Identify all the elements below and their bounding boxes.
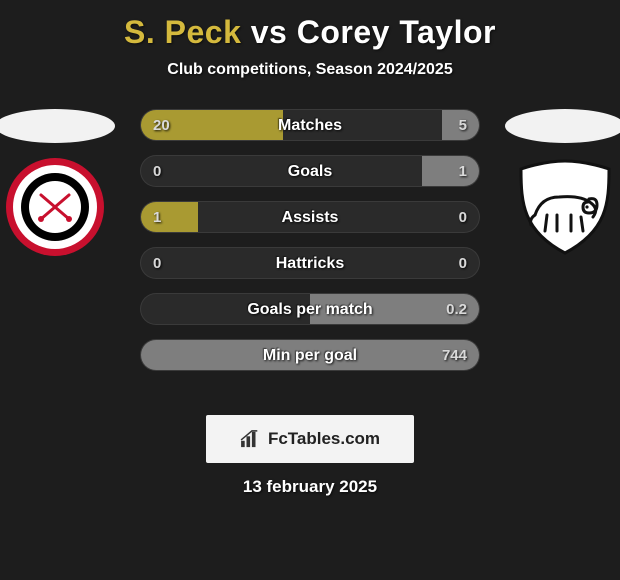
left-bar (141, 202, 198, 232)
sheffield-united-badge-icon: SHEFFIELD UNITED FC 1889 (5, 157, 105, 257)
left-bar (141, 110, 283, 140)
watermark: FcTables.com (206, 415, 414, 463)
stat-row: 744Min per goal (140, 339, 480, 371)
watermark-text: FcTables.com (268, 429, 380, 449)
stat-row: 0.2Goals per match (140, 293, 480, 325)
right-team-badge (515, 157, 615, 257)
right-value: 0 (459, 248, 467, 279)
svg-text:1889: 1889 (46, 240, 64, 249)
right-bar (310, 294, 479, 324)
left-team-badge: SHEFFIELD UNITED FC 1889 (5, 157, 105, 257)
subtitle: Club competitions, Season 2024/2025 (0, 61, 620, 79)
left-value: 0 (153, 248, 161, 279)
player2-name: Corey Taylor (297, 14, 496, 50)
right-team-block (505, 109, 620, 257)
left-team-block: SHEFFIELD UNITED FC 1889 (0, 109, 115, 257)
right-bar (422, 156, 479, 186)
fctables-logo-icon (240, 430, 262, 448)
stat-row: 10Assists (140, 201, 480, 233)
date-text: 13 february 2025 (0, 477, 620, 497)
left-ellipse (0, 109, 115, 143)
stat-label: Hattricks (141, 248, 479, 279)
player1-name: S. Peck (124, 14, 241, 50)
right-bar (141, 340, 479, 370)
page-title: S. Peck vs Corey Taylor (0, 0, 620, 51)
derby-county-badge-icon (515, 157, 615, 257)
comparison-rows: 205Matches01Goals10Assists00Hattricks0.2… (140, 109, 480, 385)
right-value: 0 (459, 202, 467, 233)
right-ellipse (505, 109, 620, 143)
comparison-arena: SHEFFIELD UNITED FC 1889 (0, 109, 620, 409)
stat-row: 0 0Hattricks (140, 247, 480, 279)
right-bar (442, 110, 479, 140)
left-value: 0 (153, 156, 161, 187)
vs-text: vs (251, 14, 288, 50)
stat-row: 205Matches (140, 109, 480, 141)
stat-row: 01Goals (140, 155, 480, 187)
